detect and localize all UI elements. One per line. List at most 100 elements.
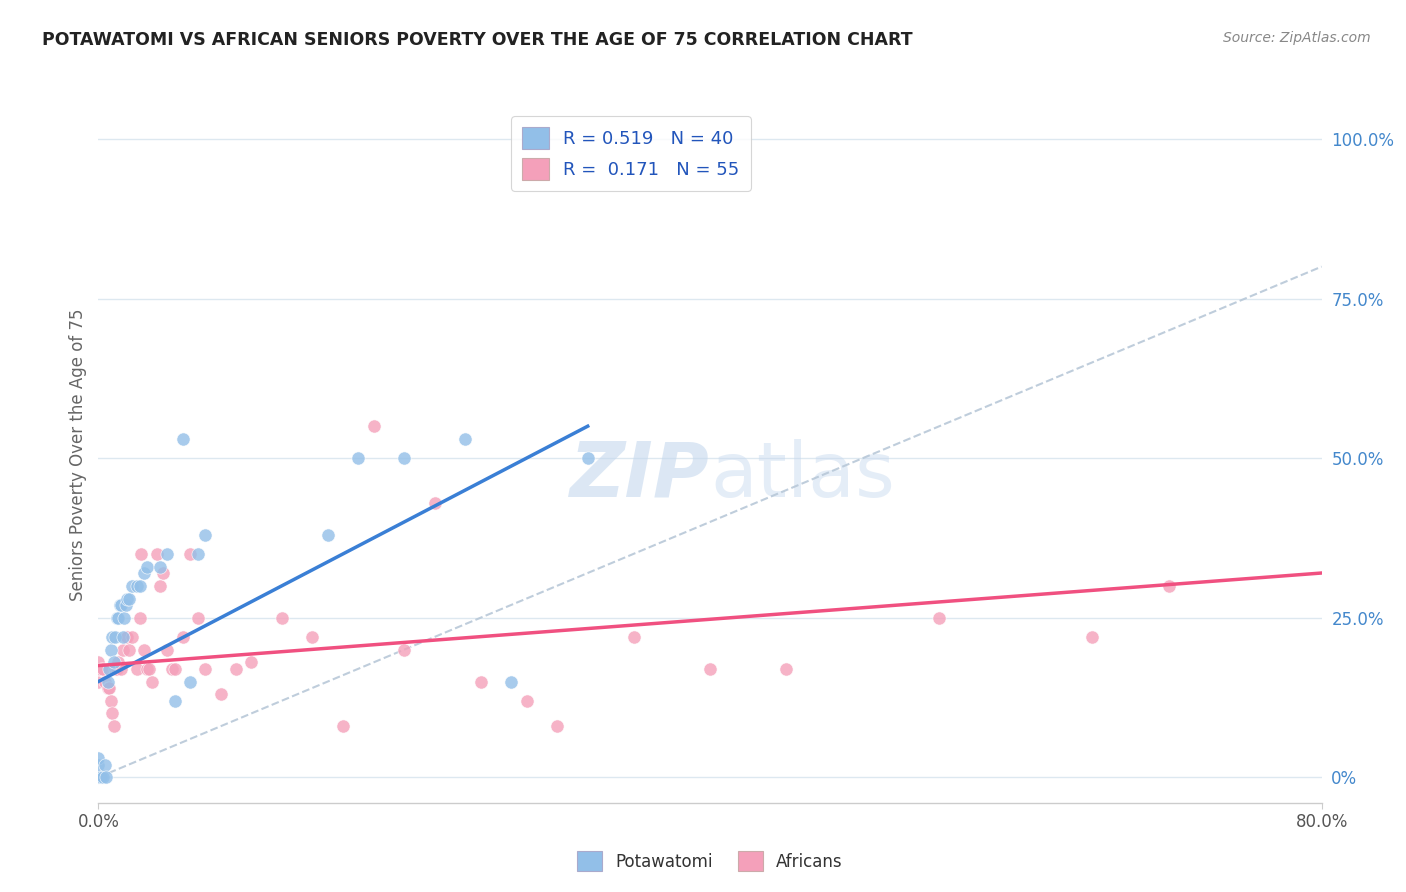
Point [163,662,186,676]
Point [270,610,292,624]
Point [156,642,179,657]
Point [107,656,129,670]
Text: POTAWATOMI VS AFRICAN SENIORS POVERTY OVER THE AGE OF 75 CORRELATION CHART: POTAWATOMI VS AFRICAN SENIORS POVERTY OV… [42,31,912,49]
Point [101,630,124,644]
Point [93,674,115,689]
Point [129,547,152,561]
Point [115,630,138,644]
Point [172,630,194,644]
Point [546,719,568,733]
Point [134,566,156,580]
Point [87,674,110,689]
Point [103,719,125,733]
Text: atlas: atlas [710,439,894,513]
Point [90,770,112,784]
Point [118,642,141,657]
Point [301,630,323,644]
Point [187,547,209,561]
Point [104,630,127,644]
Point [136,662,159,676]
Point [160,662,183,676]
Point [363,419,385,434]
Point [775,662,797,676]
Point [128,610,150,624]
Point [100,694,122,708]
Point [105,662,128,676]
Point [104,662,127,676]
Point [156,547,179,561]
Point [87,662,110,676]
Point [105,610,128,624]
Point [194,527,217,541]
Point [1157,579,1180,593]
Point [209,687,232,701]
Point [179,674,201,689]
Point [347,451,370,466]
Point [93,757,115,772]
Point [87,751,110,765]
Point [91,770,114,784]
Point [128,579,150,593]
Point [103,656,125,670]
Point [423,496,446,510]
Point [194,662,217,676]
Point [240,656,263,670]
Point [117,591,139,606]
Point [97,681,120,695]
Point [115,598,138,612]
Text: Source: ZipAtlas.com: Source: ZipAtlas.com [1223,31,1371,45]
Point [179,547,201,561]
Legend: Potawatomi, Africans: Potawatomi, Africans [571,845,849,878]
Point [107,610,129,624]
Point [118,591,141,606]
Point [98,662,121,676]
Point [108,598,131,612]
Point [392,642,416,657]
Point [87,656,110,670]
Point [111,630,134,644]
Point [111,642,134,657]
Point [112,610,135,624]
Point [392,451,416,466]
Point [145,547,167,561]
Point [163,694,186,708]
Point [110,662,132,676]
Point [121,579,143,593]
Point [1081,630,1104,644]
Point [134,642,156,657]
Point [97,674,120,689]
Point [225,662,247,676]
Point [332,719,354,733]
Point [470,674,492,689]
Point [172,432,194,446]
Point [576,451,599,466]
Point [516,694,538,708]
Point [101,706,124,721]
Point [141,674,163,689]
Point [117,630,139,644]
Point [100,642,122,657]
Point [623,630,645,644]
Point [136,559,159,574]
Point [87,757,110,772]
Point [699,662,721,676]
Point [91,662,114,676]
Point [121,630,143,644]
Point [87,770,110,784]
Point [90,662,112,676]
Point [94,770,117,784]
Point [125,579,148,593]
Point [149,559,172,574]
Point [501,674,523,689]
Point [316,527,339,541]
Point [928,610,950,624]
Y-axis label: Seniors Poverty Over the Age of 75: Seniors Poverty Over the Age of 75 [69,309,87,601]
Point [98,681,121,695]
Point [110,598,132,612]
Point [149,579,172,593]
Text: ZIP: ZIP [571,439,710,513]
Point [152,566,174,580]
Point [454,432,477,446]
Point [187,610,209,624]
Point [125,662,148,676]
